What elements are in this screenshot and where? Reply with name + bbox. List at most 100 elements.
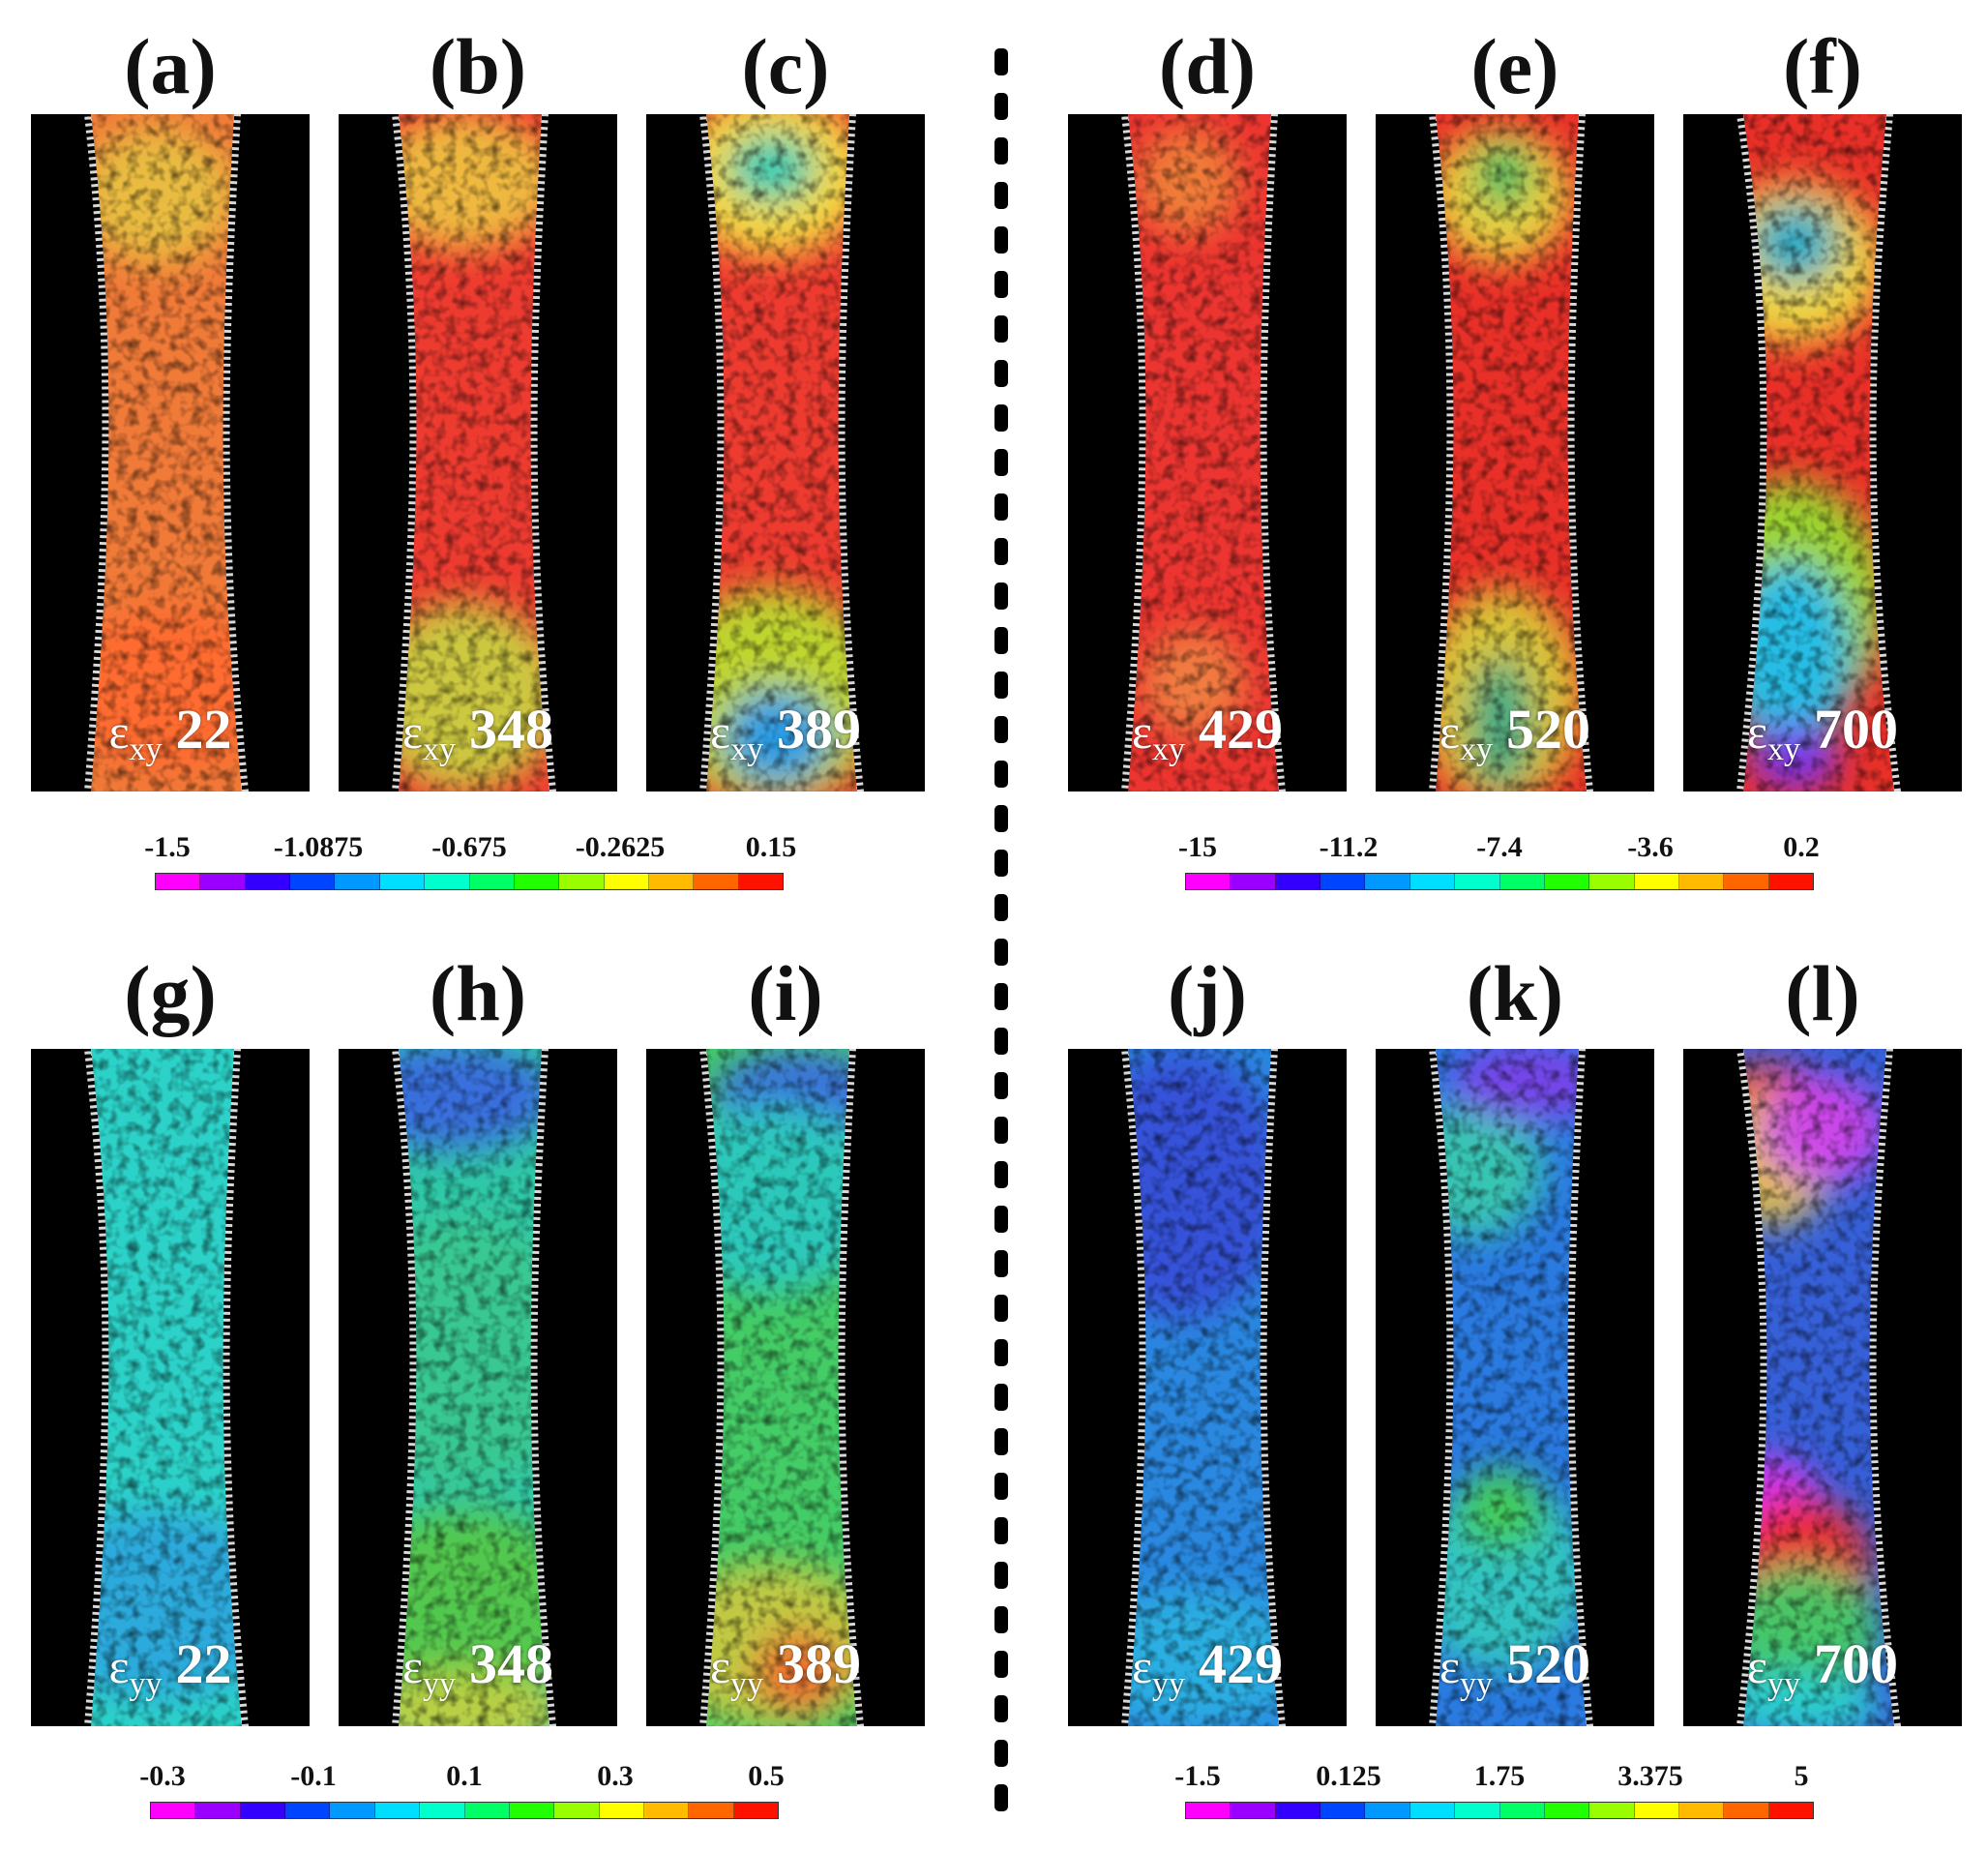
colorbar-swatch <box>1678 874 1725 889</box>
colorbar-swatch <box>694 874 739 889</box>
colorbar-tick: -0.1 <box>290 1760 337 1792</box>
colorbar-tick: 0.1 <box>446 1760 483 1792</box>
strain-label-k: εyy 520 <box>1376 1636 1654 1713</box>
colorbar-yy-right: -1.5 0.125 1.75 3.375 5 <box>1174 1759 1814 1821</box>
divider-dash <box>994 93 1008 120</box>
strain-map-image-a <box>83 114 250 792</box>
speckle-pattern <box>706 1049 857 1726</box>
divider-dash <box>994 850 1008 877</box>
colorbar-swatch <box>1231 1803 1276 1818</box>
colorbar-tick: 0.5 <box>748 1760 785 1792</box>
strain-map-panel-c: εxy 389 <box>646 114 925 792</box>
strain-symbol: ε <box>710 704 730 759</box>
strain-label-d: εxy 429 <box>1068 702 1347 778</box>
panel-label-e: (e) <box>1470 22 1559 110</box>
panel-label-i: (i) <box>748 949 823 1037</box>
strain-label-b: εxy 348 <box>339 702 617 778</box>
colorbar-yy-left: -0.3 -0.1 0.1 0.3 0.5 <box>139 1759 785 1821</box>
strain-map-image-j <box>1120 1049 1287 1726</box>
strain-map-panel-l: εyy 700 <box>1683 1049 1962 1726</box>
colorbar-swatch <box>1634 874 1679 889</box>
load-step: 700 <box>1814 1632 1898 1695</box>
speckle-pattern <box>91 1049 242 1726</box>
strain-label-g: εyy 22 <box>31 1636 310 1713</box>
panel-label-a: (a) <box>124 22 217 110</box>
colorbar-swatch <box>643 1803 690 1818</box>
divider-dash <box>994 1562 1008 1589</box>
colorbar-swatch <box>1365 874 1410 889</box>
divider-dash <box>994 805 1008 832</box>
colorbar-swatch <box>733 1803 779 1818</box>
colorbar-swatch <box>420 1803 465 1818</box>
strain-map-image-d <box>1120 114 1287 792</box>
colorbar-swatch <box>200 874 246 889</box>
divider-dash <box>994 1028 1008 1055</box>
colorbar-swatch <box>335 874 380 889</box>
load-step: 348 <box>469 1632 553 1695</box>
strain-map-image-f <box>1736 114 1902 792</box>
strain-map-image-b <box>391 114 557 792</box>
colorbar-swatch <box>648 874 695 889</box>
strain-component: yy <box>1460 1666 1493 1702</box>
colorbar-swatch <box>1499 874 1545 889</box>
colorbar-swatch <box>1186 1803 1231 1818</box>
colorbar-swatch <box>1186 874 1231 889</box>
strain-label-l: εyy 700 <box>1683 1636 1962 1713</box>
colorbar-swatch <box>245 874 291 889</box>
colorbar-swatch <box>1589 1803 1635 1818</box>
load-step: 520 <box>1506 698 1590 761</box>
panel-label-l: (l) <box>1785 949 1860 1037</box>
divider-dash <box>994 271 1008 298</box>
strain-component: xy <box>129 732 163 767</box>
speckle-pattern <box>706 114 857 792</box>
strain-map-image-l <box>1736 1049 1902 1726</box>
load-step: 348 <box>469 698 553 761</box>
strain-map-panel-k: εyy 520 <box>1376 1049 1654 1726</box>
colorbar-swatch <box>195 1803 241 1818</box>
strain-map-image-i <box>698 1049 865 1726</box>
strain-symbol: ε <box>402 1639 423 1693</box>
panel-label-c: (c) <box>741 22 830 110</box>
divider-dash <box>994 1606 1008 1633</box>
colorbar-swatch <box>1275 1803 1321 1818</box>
colorbar-tick: -0.2625 <box>575 831 666 863</box>
strain-component: yy <box>1767 1666 1800 1702</box>
colorbar-swatch <box>1320 874 1366 889</box>
strain-map-panel-b: εxy 348 <box>339 114 617 792</box>
strain-label-f: εxy 700 <box>1683 702 1962 778</box>
strain-component: yy <box>730 1666 763 1702</box>
colorbar-swatch <box>1499 1803 1545 1818</box>
strain-component: xy <box>1767 732 1800 767</box>
colorbar-swatch <box>1320 1803 1366 1818</box>
strain-map-panel-h: εyy 348 <box>339 1049 617 1726</box>
strain-symbol: ε <box>1439 1639 1460 1693</box>
strain-label-h: εyy 348 <box>339 1636 617 1713</box>
speckle-pattern <box>1436 114 1587 792</box>
panel-label-g: (g) <box>124 949 217 1037</box>
strain-component: yy <box>129 1666 163 1702</box>
colorbar-swatch <box>1365 1803 1410 1818</box>
speckle-pattern <box>399 114 549 792</box>
divider-dash <box>994 627 1008 654</box>
strain-symbol: ε <box>108 704 130 759</box>
section-divider <box>994 48 1008 1829</box>
colorbar-swatch <box>290 874 336 889</box>
colorbar-swatch <box>738 874 784 889</box>
strain-map-image-k <box>1428 1049 1594 1726</box>
colorbar-tick: 0.15 <box>745 831 797 863</box>
colorbar-swatch <box>604 874 649 889</box>
speckle-pattern <box>1128 1049 1279 1726</box>
strain-component: xy <box>1152 732 1185 767</box>
divider-dash <box>994 939 1008 966</box>
panel-label-b: (b) <box>429 22 527 110</box>
colorbar-xy-right: -15 -11.2 -7.4 -3.6 0.2 <box>1178 830 1820 892</box>
strain-map-image-e <box>1428 114 1594 792</box>
colorbar-swatch <box>1409 874 1456 889</box>
divider-dash <box>994 761 1008 788</box>
colorbar-tick: 1.75 <box>1473 1760 1526 1792</box>
strain-component: yy <box>1152 1666 1185 1702</box>
colorbar-swatch <box>689 1803 734 1818</box>
colorbar-gradient <box>150 1802 779 1819</box>
divider-dash <box>994 404 1008 432</box>
colorbar-swatch <box>1724 874 1769 889</box>
